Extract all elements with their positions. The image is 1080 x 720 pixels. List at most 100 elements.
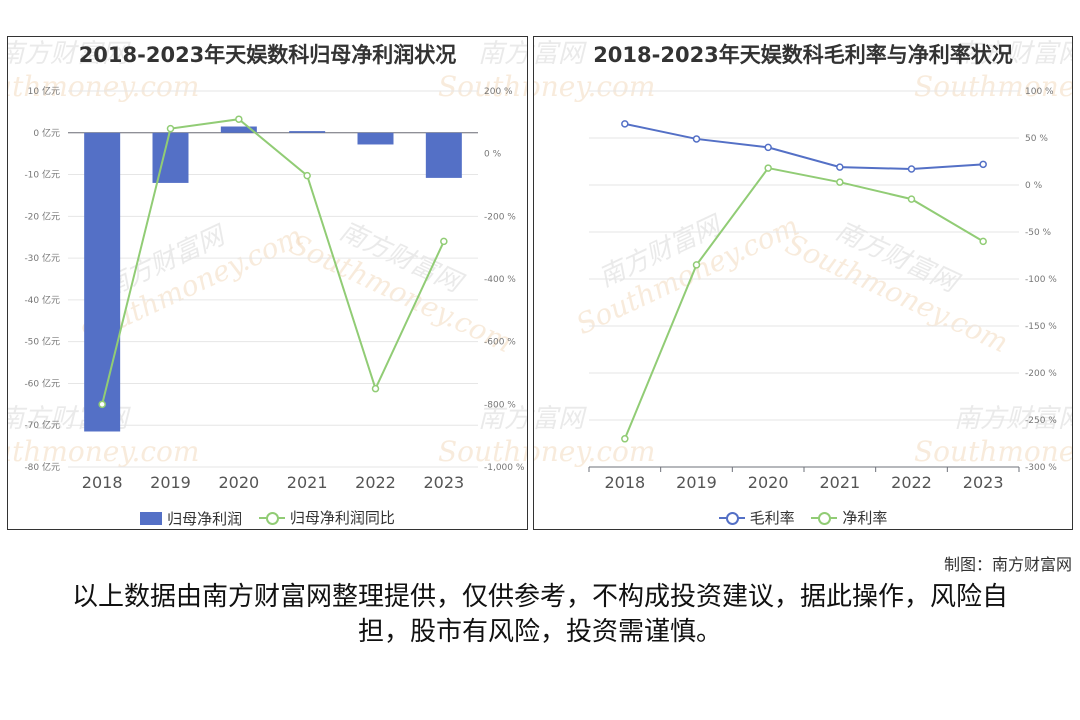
x-tick-label: 2020 <box>218 473 259 492</box>
net-margin-point-2023 <box>979 237 987 246</box>
y-left-tick-label: -40 亿元 <box>24 294 60 306</box>
watermark-en: Southmoney.com <box>438 70 528 103</box>
x-tick-label: 2018 <box>604 473 645 492</box>
bar-2023 <box>425 132 462 178</box>
legend-label-net-profit-yoy: 归母净利润同比 <box>289 509 395 527</box>
net-margin-point-2020 <box>764 164 772 172</box>
y-right-tick-label: -600 % <box>484 338 516 348</box>
gross-margin-line <box>624 122 984 171</box>
y-left-tick-label: -20 亿元 <box>24 210 60 222</box>
y-left-tick-label: -10 亿元 <box>24 169 60 181</box>
net-margin-point-2018 <box>621 435 629 443</box>
y-left-tick-label: -50 亿元 <box>24 336 60 348</box>
legend-line-swatch <box>811 511 838 525</box>
y-right-tick-label: -250 % <box>1025 416 1057 426</box>
x-tick-label: 2023 <box>963 473 1004 492</box>
watermark-cn: 南方财富网 <box>478 39 528 69</box>
legend-label-net-profit: 归母净利润 <box>167 509 243 528</box>
net-margin-point-2019 <box>692 261 701 269</box>
y-left-tick-label: -60 亿元 <box>24 377 60 389</box>
x-tick-label: 2022 <box>355 473 396 492</box>
y-right-tick-label: -100 % <box>1025 275 1057 285</box>
net-margin-point-2021 <box>836 178 844 186</box>
watermark-cn: 南方财富网 <box>534 404 587 434</box>
watermark-en: Southmoney.com <box>914 70 1073 103</box>
y-right-tick-label: -800 % <box>484 400 516 410</box>
legend-bar-swatch <box>140 511 163 525</box>
x-tick-label: 2023 <box>423 473 464 492</box>
y-left-tick-label: -80 亿元 <box>24 461 60 473</box>
x-tick-label: 2022 <box>891 473 932 492</box>
y-right-tick-label: -1,000 % <box>484 463 525 473</box>
watermark-cn: 南方财富网 <box>534 39 587 69</box>
watermark-cn: 南方财富网 <box>954 404 1073 434</box>
x-tick-label: 2019 <box>150 473 191 492</box>
left-chart-panel: 南方财富网Southmoney.com南方财富网Southmoney.com南方… <box>7 36 528 530</box>
watermark-en: Southmoney.com <box>8 435 199 468</box>
x-tick-label: 2021 <box>819 473 860 492</box>
y-right-tick-label: -200 % <box>1025 369 1057 379</box>
y-right-tick-label: 50 % <box>1025 134 1048 144</box>
y-left-tick-label: -70 亿元 <box>24 419 60 431</box>
y-right-tick-label: -300 % <box>1025 463 1057 473</box>
y-right-tick-label: -50 % <box>1025 228 1052 238</box>
bar-2018 <box>84 132 121 432</box>
x-tick-label: 2019 <box>676 473 717 492</box>
y-left-tick-label: 0 亿元 <box>33 127 60 139</box>
right-chart-legend: 毛利率 净利率 <box>534 507 1072 529</box>
net-margin-line <box>623 166 984 440</box>
x-tick-label: 2021 <box>287 473 328 492</box>
x-tick-label: 2018 <box>82 473 123 492</box>
left-chart-legend: 归母净利润 归母净利润同比 <box>8 507 527 529</box>
watermark-en: Southmoney.com <box>534 435 655 468</box>
legend-item-net-profit-yoy[interactable]: 归母净利润同比 <box>258 507 395 528</box>
gross-margin-point-2018 <box>621 120 629 128</box>
gross-margin-point-2020 <box>764 143 772 152</box>
y-right-tick-label: -150 % <box>1025 322 1057 332</box>
legend-item-net-profit[interactable]: 归母净利润 <box>140 508 242 529</box>
disclaimer-text: 以上数据由南方财富网整理提供，仅供参考，不构成投资建议，据此操作，风险自担，股市… <box>71 582 1008 647</box>
y-right-tick-label: -200 % <box>484 212 516 222</box>
yoy-point-2022 <box>371 384 380 393</box>
right-chart-svg: 南方财富网Southmoney.com南方财富网Southmoney.com南方… <box>534 39 1073 492</box>
yoy-point-2019 <box>166 124 175 133</box>
y-right-tick-label: 100 % <box>1025 87 1054 97</box>
gross-margin-point-2019 <box>692 135 701 143</box>
watermark-en: Southmoney.com <box>914 435 1073 468</box>
y-right-tick-label: 0 % <box>484 150 502 160</box>
y-right-tick-label: 0 % <box>1025 181 1043 191</box>
yoy-line <box>101 118 445 405</box>
watermark-cn: 南方财富网 <box>954 39 1073 69</box>
watermark-cn: 南方财富网 <box>8 39 131 69</box>
bar-2021 <box>289 131 326 133</box>
bar-2020 <box>220 126 257 133</box>
bar-2022 <box>357 132 394 145</box>
yoy-point-2023 <box>440 237 448 246</box>
right-chart-panel: 南方财富网Southmoney.com南方财富网Southmoney.com南方… <box>533 36 1073 530</box>
gross-margin-point-2022 <box>907 165 916 173</box>
chart-credit: 制图：南方财富网 <box>943 555 1072 574</box>
watermark-en: Southmoney.com <box>534 70 655 103</box>
legend-line-swatch <box>258 511 285 525</box>
x-tick-label: 2020 <box>748 473 789 492</box>
legend-label-net-margin: 净利率 <box>842 509 888 527</box>
watermark-en: Southmoney.com <box>8 70 199 103</box>
gross-margin-point-2023 <box>979 160 987 169</box>
yoy-point-2018 <box>98 400 106 409</box>
y-left-tick-label: -30 亿元 <box>24 252 60 264</box>
yoy-point-2021 <box>303 171 311 180</box>
watermark-cn: 南方财富网 <box>478 404 528 434</box>
net-margin-point-2022 <box>907 195 916 203</box>
watermark-en: Southmoney.com <box>438 435 528 468</box>
left-chart-svg: 南方财富网Southmoney.com南方财富网Southmoney.com南方… <box>8 39 528 492</box>
legend-item-net-margin[interactable]: 净利率 <box>811 507 887 528</box>
gross-margin-point-2021 <box>836 163 844 171</box>
right-chart-title: 2018-2023年天娱数科毛利率与净利率状况 <box>593 43 1013 67</box>
legend-line-swatch <box>718 511 745 525</box>
yoy-point-2020 <box>235 115 243 123</box>
legend-item-gross-margin[interactable]: 毛利率 <box>718 507 795 528</box>
legend-label-gross-margin: 毛利率 <box>749 509 795 527</box>
left-chart-title: 2018-2023年天娱数科归母净利润状况 <box>78 43 457 67</box>
y-right-tick-label: 200 % <box>484 87 513 97</box>
y-left-tick-label: 10 亿元 <box>28 85 60 97</box>
